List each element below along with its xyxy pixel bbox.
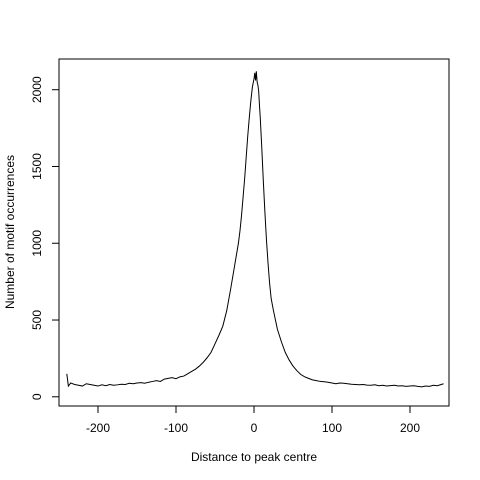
y-tick-label: 0: [30, 393, 44, 400]
x-tick-label: -200: [86, 421, 110, 435]
plot-frame: [58, 58, 450, 407]
y-tick-label: 1500: [30, 153, 44, 180]
x-tick-label: 200: [400, 421, 420, 435]
series-line: [66, 71, 444, 388]
x-tick-label: -100: [164, 421, 188, 435]
x-tick-label: 100: [322, 421, 342, 435]
y-tick-label: 500: [30, 310, 44, 330]
y-axis-title: Number of motif occurrences: [3, 155, 17, 309]
y-tick-label: 2000: [30, 76, 44, 103]
y-tick-label: 1000: [30, 230, 44, 257]
x-tick-label: 0: [251, 421, 258, 435]
x-axis: -200 -100 0 100 200: [86, 405, 420, 435]
y-axis: 0 500 1000 1500 2000: [30, 76, 60, 400]
x-axis-title: Distance to peak centre: [191, 450, 317, 464]
